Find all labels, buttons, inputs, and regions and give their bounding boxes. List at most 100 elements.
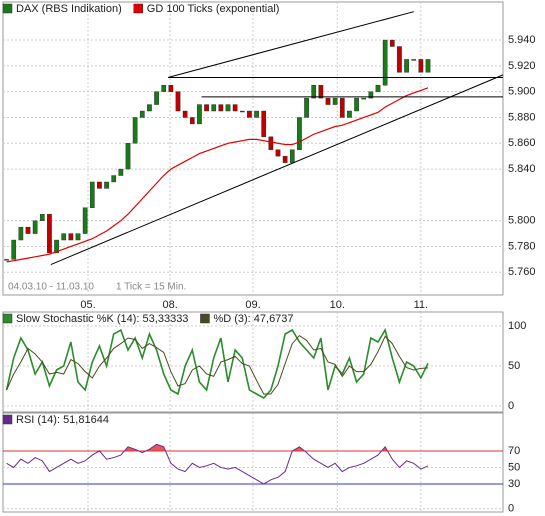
candle (68, 233, 74, 241)
y-tick-label: 0 (508, 503, 514, 515)
indicator-line (5, 327, 429, 400)
candle (389, 39, 395, 47)
legend-swatch (2, 3, 13, 14)
candle (211, 104, 217, 112)
y-tick-label: 50 (508, 461, 520, 473)
candle (132, 117, 138, 144)
legend-label: Slow Stochastic %K (14): 53,33333 (16, 313, 188, 325)
candle (111, 175, 117, 183)
legend-swatch (133, 3, 144, 14)
candle (247, 110, 252, 118)
rsi-line (6, 443, 429, 485)
candle (97, 181, 102, 189)
trend-line (167, 11, 414, 78)
y-tick-label: 5.760 (508, 266, 536, 278)
candle (254, 110, 259, 118)
candle (261, 110, 267, 138)
candle (47, 214, 52, 254)
candle (18, 226, 24, 241)
candle (239, 110, 245, 113)
legend-swatch (2, 313, 13, 324)
legend-label: RSI (14): 51,81644 (16, 414, 109, 426)
candle (375, 85, 381, 92)
candle (368, 91, 374, 99)
candle (232, 104, 238, 112)
candle (411, 59, 417, 61)
legend-swatch (2, 414, 13, 425)
y-tick-label: 0 (508, 400, 514, 412)
y-tick-label: 5.840 (508, 163, 536, 175)
candle (332, 97, 338, 105)
y-tick-label: 100 (508, 320, 526, 332)
candle (182, 110, 188, 118)
candle (204, 104, 209, 112)
candle (168, 85, 174, 92)
y-tick-label: 5.880 (508, 111, 536, 123)
x-tick-label: 11. (414, 299, 428, 311)
legend-label: DAX (RBS Indikation) (16, 3, 122, 15)
x-tick-label: 10. (330, 299, 345, 311)
candle (11, 239, 17, 260)
candle (304, 97, 309, 118)
candle (4, 259, 9, 261)
candle (139, 110, 145, 118)
candle (268, 136, 274, 150)
candle (311, 85, 317, 99)
moving-average-line (6, 87, 429, 263)
candle (89, 181, 95, 208)
candle (339, 97, 345, 118)
candle (347, 110, 352, 118)
candle (75, 233, 81, 241)
candle (418, 59, 424, 73)
candle (25, 226, 31, 234)
candle (147, 104, 152, 112)
footnote: 04.03.10 - 11.03.10 (8, 282, 94, 293)
candle (61, 233, 67, 241)
candle (275, 149, 281, 157)
y-tick-label: 70 (508, 445, 520, 457)
candle (82, 207, 88, 234)
y-tick-label: 5.860 (508, 137, 536, 149)
x-tick-label: 05. (80, 299, 95, 311)
candle (189, 117, 195, 125)
candle (32, 220, 38, 234)
candle (318, 85, 324, 99)
indicator-line (6, 334, 429, 395)
candle (297, 117, 302, 150)
legend-label: GD 100 Ticks (exponential) (147, 3, 280, 15)
candle (197, 104, 202, 125)
candle (104, 181, 109, 189)
band-fill (6, 444, 428, 451)
y-tick-label: 5.920 (508, 60, 536, 72)
candle (175, 91, 181, 112)
legend-swatch (200, 313, 210, 324)
candle (125, 143, 131, 170)
candle (218, 104, 224, 112)
y-tick-label: 5.800 (508, 215, 536, 227)
candle (54, 239, 59, 254)
candle (361, 97, 367, 100)
footnote: 1 Tick = 15 Min. (116, 282, 186, 293)
candle (154, 91, 159, 105)
y-tick-label: 5.780 (508, 240, 536, 252)
candle (382, 39, 388, 86)
y-tick-label: 5.940 (508, 34, 536, 46)
candle (118, 168, 124, 176)
candle (404, 59, 409, 73)
y-tick-label: 5.900 (508, 86, 536, 98)
y-tick-label: 50 (508, 360, 520, 372)
legend-label: %D (3): 47,6737 (213, 313, 293, 325)
candle (282, 155, 288, 163)
candle (39, 214, 45, 221)
x-tick-label: 08. (162, 299, 177, 311)
candle (161, 85, 167, 92)
trend-line (50, 74, 504, 266)
x-tick-label: 09. (245, 299, 260, 311)
candle (425, 59, 431, 73)
candle (397, 46, 402, 73)
candle (225, 104, 231, 112)
y-tick-label: 30 (508, 478, 520, 490)
candle (289, 149, 295, 163)
